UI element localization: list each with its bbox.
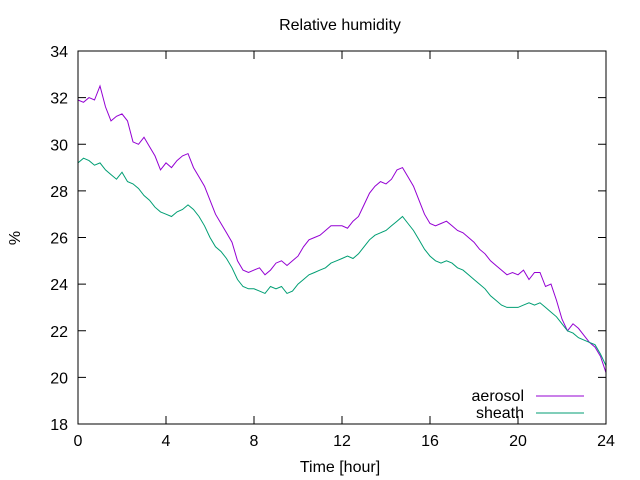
y-tick-label: 26: [50, 231, 68, 248]
x-tick-label: 8: [250, 433, 259, 450]
legend-label-aerosol: aerosol: [472, 388, 524, 405]
y-axis-label: %: [7, 231, 24, 245]
x-tick-label: 16: [421, 433, 439, 450]
x-tick-label: 12: [333, 433, 351, 450]
x-tick-label: 20: [509, 433, 527, 450]
series-line-aerosol: [77, 84, 607, 373]
series-line-sheath: [77, 157, 607, 366]
axes-layer: 0 4 8 12 16 20 24 18 20 22 24 26 28 30 32 34: [50, 44, 615, 450]
x-tick-label: 24: [597, 433, 615, 450]
y-tick-label: 32: [50, 91, 68, 108]
x-axis-label: Time [hour]: [300, 459, 380, 476]
legend-label-sheath: sheath: [476, 405, 524, 422]
series-layer: [77, 84, 607, 373]
x-tick-label: 0: [74, 433, 83, 450]
y-tick-label: 22: [50, 324, 68, 341]
x-tick-label: 4: [162, 433, 171, 450]
y-tick-label: 28: [50, 184, 68, 201]
y-tick-label: 24: [50, 277, 68, 294]
y-tick-label: 20: [50, 370, 68, 387]
y-tick-label: 18: [50, 417, 68, 434]
chart-title: Relative humidity: [279, 17, 401, 34]
y-tick-label: 34: [50, 44, 68, 61]
y-tick-label: 30: [50, 137, 68, 154]
